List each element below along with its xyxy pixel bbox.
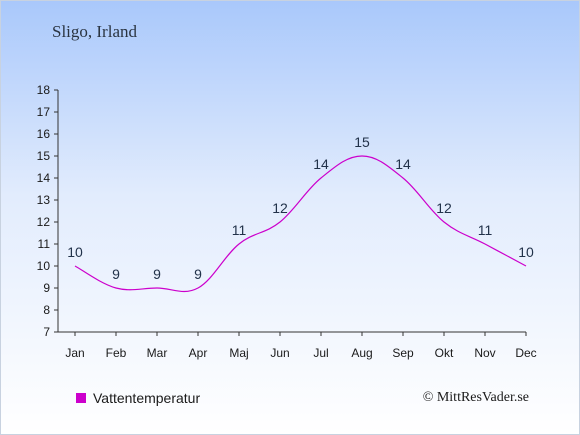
data-label: 12	[272, 200, 288, 216]
y-tick-label: 15	[37, 149, 51, 163]
data-label: 9	[112, 266, 120, 282]
x-tick-label: Jan	[65, 346, 84, 360]
y-tick-label: 8	[43, 303, 50, 317]
y-tick-label: 17	[37, 105, 51, 119]
data-label: 10	[518, 244, 534, 260]
data-label: 14	[395, 156, 411, 172]
x-tick-label: Sep	[392, 346, 414, 360]
x-tick-label: Mar	[147, 346, 168, 360]
y-tick-label: 16	[37, 127, 51, 141]
y-tick-label: 18	[37, 83, 51, 97]
x-tick-label: Apr	[189, 346, 208, 360]
chart-title: Sligo, Irland	[52, 22, 137, 41]
x-tick-label: Jun	[270, 346, 289, 360]
y-tick-label: 12	[37, 215, 51, 229]
legend-label: Vattentemperatur	[93, 390, 201, 406]
y-tick-label: 13	[37, 193, 51, 207]
data-label: 11	[478, 222, 493, 238]
x-tick-label: Feb	[106, 346, 127, 360]
y-tick-label: 10	[37, 259, 51, 273]
x-tick-label: Dec	[515, 346, 536, 360]
data-label: 9	[194, 266, 202, 282]
series-line-vattentemperatur	[74, 155, 527, 293]
data-label: 14	[313, 156, 329, 172]
data-label: 12	[436, 200, 452, 216]
x-tick-label: Aug	[351, 346, 372, 360]
data-label: 10	[67, 244, 83, 260]
x-tick-label: Jul	[313, 346, 328, 360]
legend: Vattentemperatur	[76, 390, 200, 406]
x-tick-label: Nov	[474, 346, 495, 360]
data-label: 15	[354, 134, 370, 150]
legend-swatch	[76, 393, 86, 403]
x-tick-label: Maj	[229, 346, 248, 360]
data-label: 9	[153, 266, 161, 282]
copyright-text: © MittResVader.se	[422, 390, 529, 405]
y-tick-label: 9	[43, 281, 50, 295]
y-tick-label: 14	[37, 171, 51, 185]
y-tick-label: 11	[38, 237, 51, 251]
y-tick-label: 7	[43, 325, 50, 339]
x-tick-label: Okt	[435, 346, 454, 360]
data-label: 11	[232, 222, 247, 238]
